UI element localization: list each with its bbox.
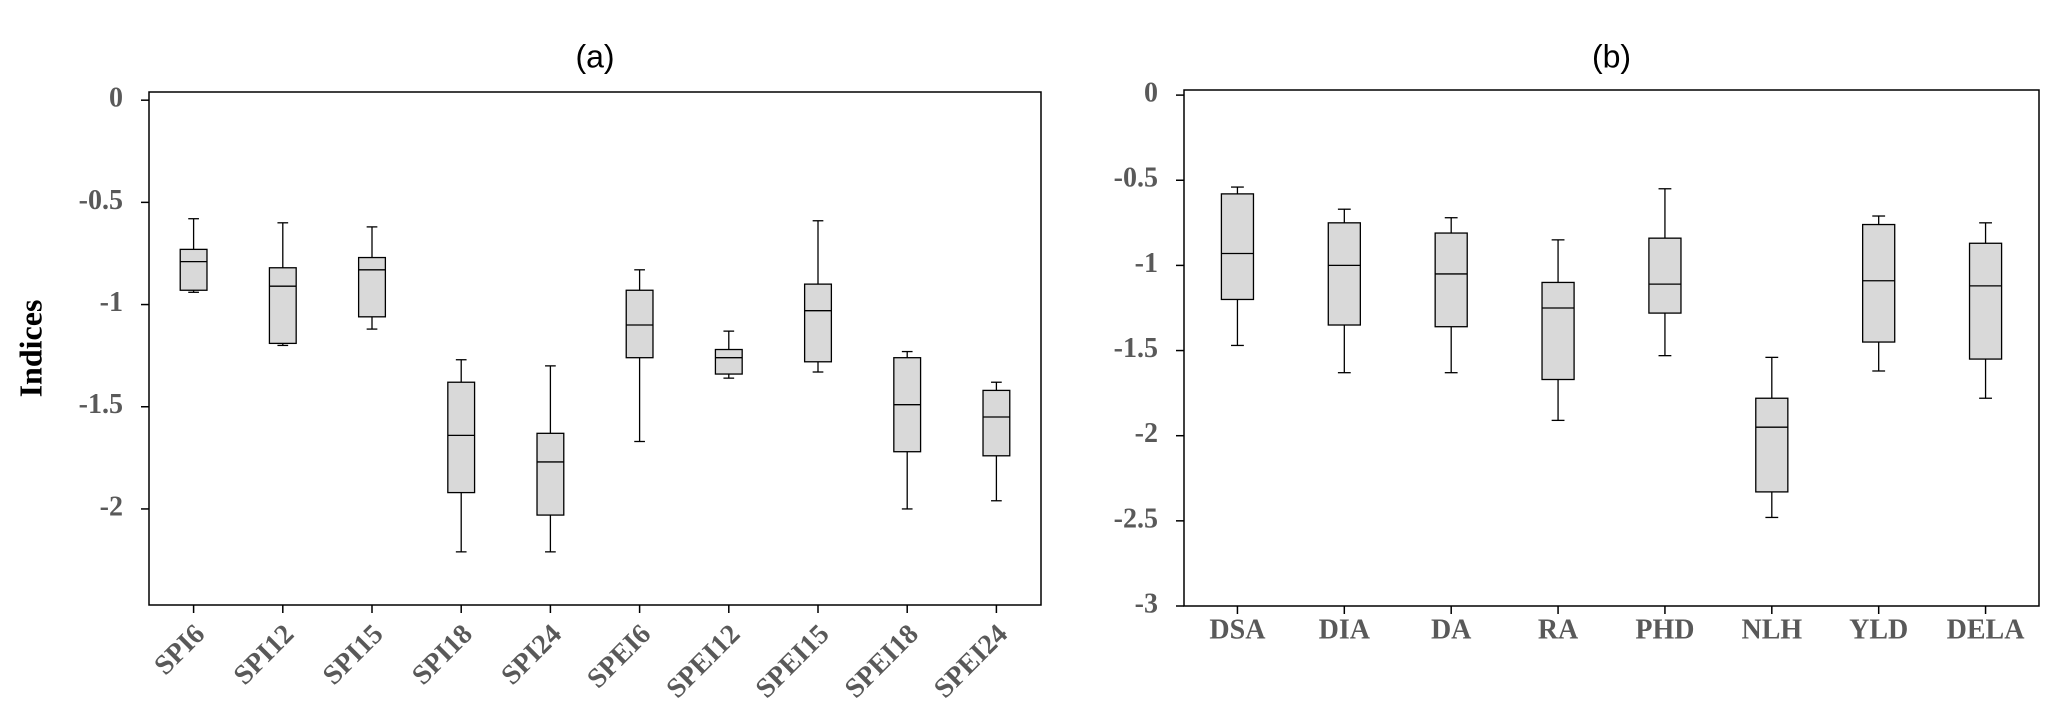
x-tick-label: PHD <box>1635 614 1694 645</box>
box <box>625 289 654 359</box>
chart-title: (b) <box>1592 38 1631 74</box>
y-tick-label: -1.5 <box>1114 333 1158 364</box>
box <box>982 389 1011 457</box>
x-tick-label: SPI24 <box>495 619 568 692</box>
x-tick-label: SPEI15 <box>750 619 836 705</box>
y-tick-label: 0 <box>1144 78 1158 109</box>
chart-title: (a) <box>575 38 614 74</box>
y-tick-label: -0.5 <box>1114 163 1158 194</box>
x-tick-label: SPEI6 <box>581 619 657 695</box>
x-tick-label: DIA <box>1319 614 1371 645</box>
y-tick-label: -1 <box>100 287 123 318</box>
y-tick-label: -0.5 <box>79 185 123 216</box>
y-tick-label: -1 <box>1135 248 1158 279</box>
y-tick-label: 0 <box>109 83 123 114</box>
box <box>536 432 565 516</box>
x-tick-label: SPEI12 <box>661 619 747 705</box>
box <box>1541 281 1575 381</box>
plot-frame <box>148 91 1042 606</box>
y-tick-label: -1.5 <box>79 389 123 420</box>
x-tick-label: SPI18 <box>406 619 479 692</box>
x-tick-label: SPI12 <box>228 619 301 692</box>
x-tick-label: YLD <box>1849 614 1908 645</box>
box <box>1648 237 1682 314</box>
y-axis-label: Indices <box>12 300 48 398</box>
x-tick-label: DA <box>1431 614 1472 645</box>
x-tick-label: SPI6 <box>148 619 211 682</box>
box <box>1862 223 1896 343</box>
x-tick-label: SPEI24 <box>928 619 1014 705</box>
box <box>179 248 208 291</box>
x-tick-label: DSA <box>1209 614 1266 645</box>
box <box>803 283 833 363</box>
box <box>1434 232 1468 328</box>
box <box>1755 397 1789 493</box>
box <box>714 348 743 375</box>
y-tick-label: -3 <box>1135 588 1158 619</box>
box <box>1968 242 2003 360</box>
box <box>357 256 387 318</box>
box <box>1220 193 1255 301</box>
x-tick-label: SPEI18 <box>839 619 925 705</box>
x-tick-label: SPI15 <box>317 619 390 692</box>
y-tick-label: -2 <box>100 491 123 522</box>
box <box>268 267 297 345</box>
box <box>447 381 476 494</box>
x-tick-label: RA <box>1538 614 1579 645</box>
x-tick-label: NLH <box>1741 614 1802 645</box>
y-tick-label: -2.5 <box>1114 503 1158 534</box>
box <box>1327 222 1361 326</box>
x-tick-label: DELA <box>1947 614 2026 645</box>
y-tick-label: -2 <box>1135 418 1158 449</box>
plot-frame <box>1183 89 2040 607</box>
